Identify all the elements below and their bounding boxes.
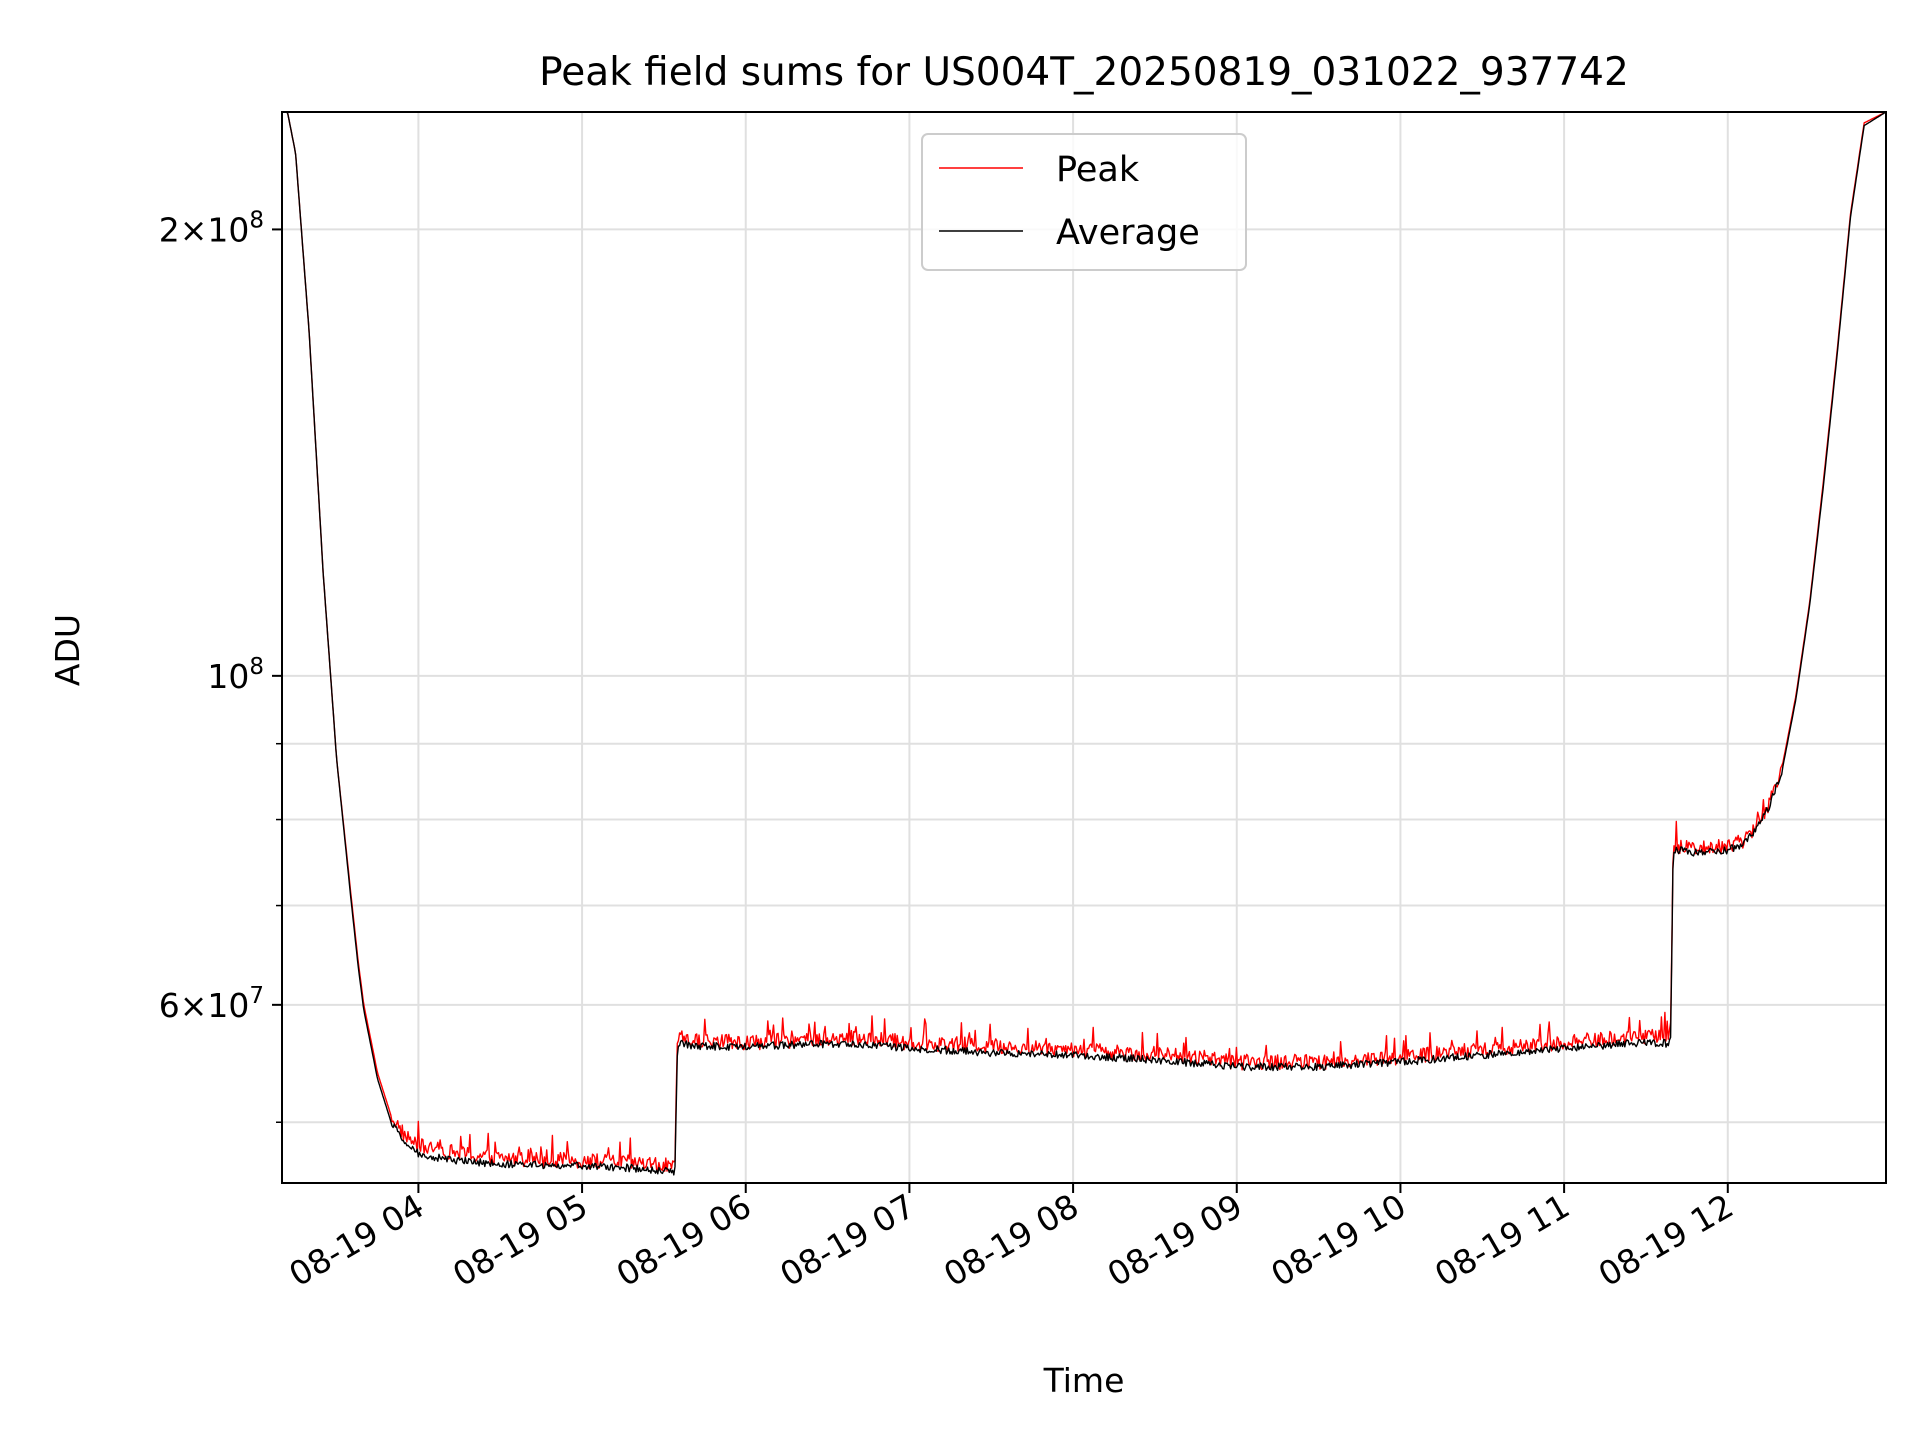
y-tick-label: 6×107 bbox=[159, 983, 264, 1025]
legend-label-peak: Peak bbox=[1056, 150, 1140, 190]
y-axis-label: ADU bbox=[48, 614, 87, 686]
x-axis-label: Time bbox=[1043, 1361, 1125, 1400]
series-line-peak bbox=[282, 112, 1886, 1172]
series-line-average bbox=[282, 112, 1886, 1176]
axes-frame bbox=[281, 111, 1887, 1184]
legend-label-average: Average bbox=[1056, 213, 1200, 253]
chart-title: Peak field sums for US004T_20250819_0310… bbox=[539, 50, 1629, 95]
legend: Peak Average bbox=[921, 133, 1247, 271]
y-tick-label: 2×108 bbox=[159, 207, 264, 249]
plot-area bbox=[282, 112, 1886, 1176]
y-tick-label: 108 bbox=[207, 654, 264, 696]
